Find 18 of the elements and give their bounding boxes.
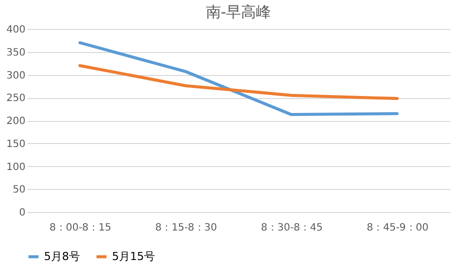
x-tick-label: 8：45-9：00 bbox=[366, 222, 429, 234]
y-tick-label: 350 bbox=[6, 47, 26, 58]
x-tick-label: 8：30-8：45 bbox=[260, 222, 323, 234]
line-series bbox=[78, 64, 399, 100]
y-tick-label: 250 bbox=[6, 93, 26, 104]
legend-label: 5月15号 bbox=[112, 250, 155, 263]
y-tick-label: 150 bbox=[6, 138, 26, 150]
x-tick-label: 8：15-8：30 bbox=[155, 222, 218, 234]
y-tick-label: 50 bbox=[12, 184, 26, 196]
x-tick-label: 8：00-8：15 bbox=[49, 222, 112, 234]
y-tick-label: 400 bbox=[6, 24, 26, 36]
chart-title: 南-早高峰 bbox=[206, 3, 272, 21]
legend-label: 5月8号 bbox=[44, 250, 80, 263]
y-tick-label: 300 bbox=[6, 70, 26, 82]
y-tick-label: 100 bbox=[6, 162, 26, 173]
y-tick-label: 200 bbox=[6, 116, 26, 127]
line-series bbox=[78, 41, 399, 116]
y-tick-label: 0 bbox=[19, 208, 26, 218]
